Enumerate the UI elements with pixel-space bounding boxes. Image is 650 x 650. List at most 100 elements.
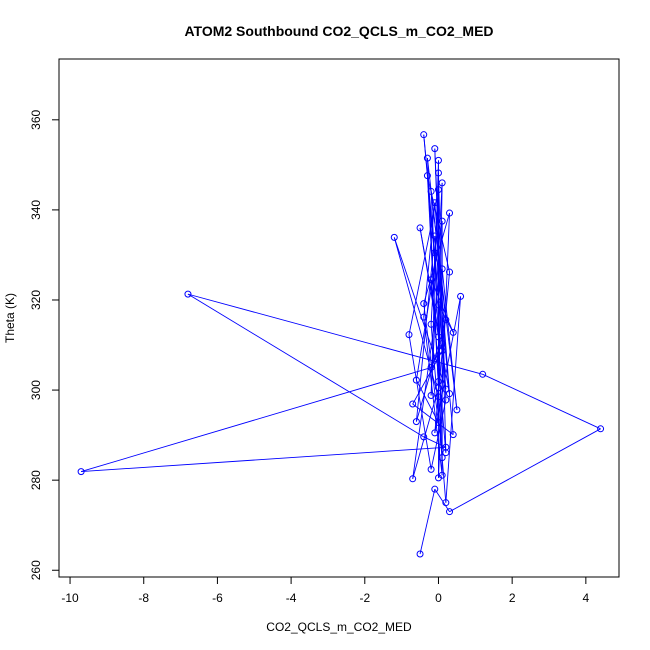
data-point [405, 331, 413, 339]
data-point [423, 154, 431, 162]
data-point [412, 418, 420, 426]
chart-title: ATOM2 Southbound CO2_QCLS_m_CO2_MED [184, 23, 493, 39]
x-tick-label: -8 [138, 591, 149, 605]
series-segment [187, 293, 424, 438]
data-point [446, 268, 454, 276]
data-point [597, 425, 605, 433]
data-point [442, 449, 450, 457]
y-tick-label: 260 [29, 560, 43, 580]
series-segment [449, 428, 601, 513]
y-axis: 260 280 300 320 340 360 [29, 109, 60, 580]
data-point [434, 378, 442, 386]
data-point [438, 340, 446, 348]
series-segment [81, 446, 446, 473]
series-segment [423, 202, 436, 318]
data-point [434, 186, 442, 194]
data-point [442, 316, 450, 324]
series-segment [80, 367, 432, 473]
series-segment [430, 191, 439, 337]
data-point [427, 276, 435, 284]
data-point [431, 145, 439, 153]
data-point [409, 475, 417, 483]
data-point [446, 390, 454, 398]
data-point [409, 400, 417, 408]
data-point [438, 179, 446, 187]
data-point [479, 370, 487, 378]
x-tick-label: -6 [212, 591, 223, 605]
plot-frame [58, 58, 620, 578]
data-point [442, 499, 450, 507]
data-point [77, 468, 85, 476]
series-segment [423, 317, 443, 476]
data-point [184, 290, 192, 298]
series-segment [434, 235, 454, 435]
series-segment [445, 296, 462, 503]
series-segment [430, 399, 447, 470]
series-segment [430, 191, 458, 410]
data-point [449, 431, 457, 439]
x-tick-label: 0 [435, 591, 442, 605]
data-point [431, 429, 439, 437]
data-point [427, 187, 435, 195]
data-point [446, 508, 454, 516]
y-tick-label: 360 [29, 109, 43, 129]
data-point [434, 419, 442, 427]
data-point [457, 292, 465, 300]
series-segment [412, 387, 439, 479]
x-axis-label: CO2_QCLS_m_CO2_MED [266, 620, 412, 634]
x-tick-label: 2 [509, 591, 516, 605]
y-tick-label: 300 [29, 380, 43, 400]
y-axis-label: Theta (K) [3, 293, 17, 343]
data-point [431, 485, 439, 493]
data-lines [80, 134, 601, 555]
data-point [427, 465, 435, 473]
data-point [438, 217, 446, 225]
data-point [416, 550, 424, 558]
series-segment [408, 334, 432, 470]
data-points [77, 131, 605, 558]
series-segment [434, 488, 450, 512]
data-point [420, 300, 428, 308]
data-point [390, 233, 398, 241]
series-segment [415, 235, 436, 422]
data-point [434, 169, 442, 177]
series-segment [419, 227, 450, 394]
series-segment [430, 324, 447, 503]
data-point [438, 265, 446, 273]
data-point [442, 443, 450, 451]
data-point [427, 320, 435, 328]
data-point [442, 385, 450, 393]
data-point [442, 396, 450, 404]
data-point [431, 232, 439, 240]
x-axis: -10 -8 -6 -4 -2 0 2 4 [61, 576, 589, 605]
y-tick-label: 280 [29, 470, 43, 490]
data-point [434, 301, 442, 309]
data-point [434, 156, 442, 164]
series-segment [438, 304, 454, 333]
data-point [453, 406, 461, 414]
data-point [416, 224, 424, 232]
x-tick-label: -10 [61, 591, 79, 605]
data-point [438, 347, 446, 355]
data-point [438, 471, 446, 479]
data-point [427, 364, 435, 372]
data-point [412, 376, 420, 384]
y-tick-label: 320 [29, 290, 43, 310]
y-tick-label: 340 [29, 200, 43, 220]
data-point [423, 172, 431, 180]
series-segment [419, 489, 436, 555]
data-point [431, 249, 439, 257]
data-point [438, 454, 446, 462]
data-point [434, 333, 442, 341]
x-tick-label: 4 [582, 591, 589, 605]
data-point [434, 393, 442, 401]
data-point [431, 199, 439, 207]
data-point [420, 433, 428, 441]
data-point [420, 313, 428, 321]
data-point [449, 328, 457, 336]
data-point [427, 391, 435, 399]
x-tick-label: -4 [286, 591, 297, 605]
data-point [446, 209, 454, 217]
series-segment [482, 373, 601, 430]
